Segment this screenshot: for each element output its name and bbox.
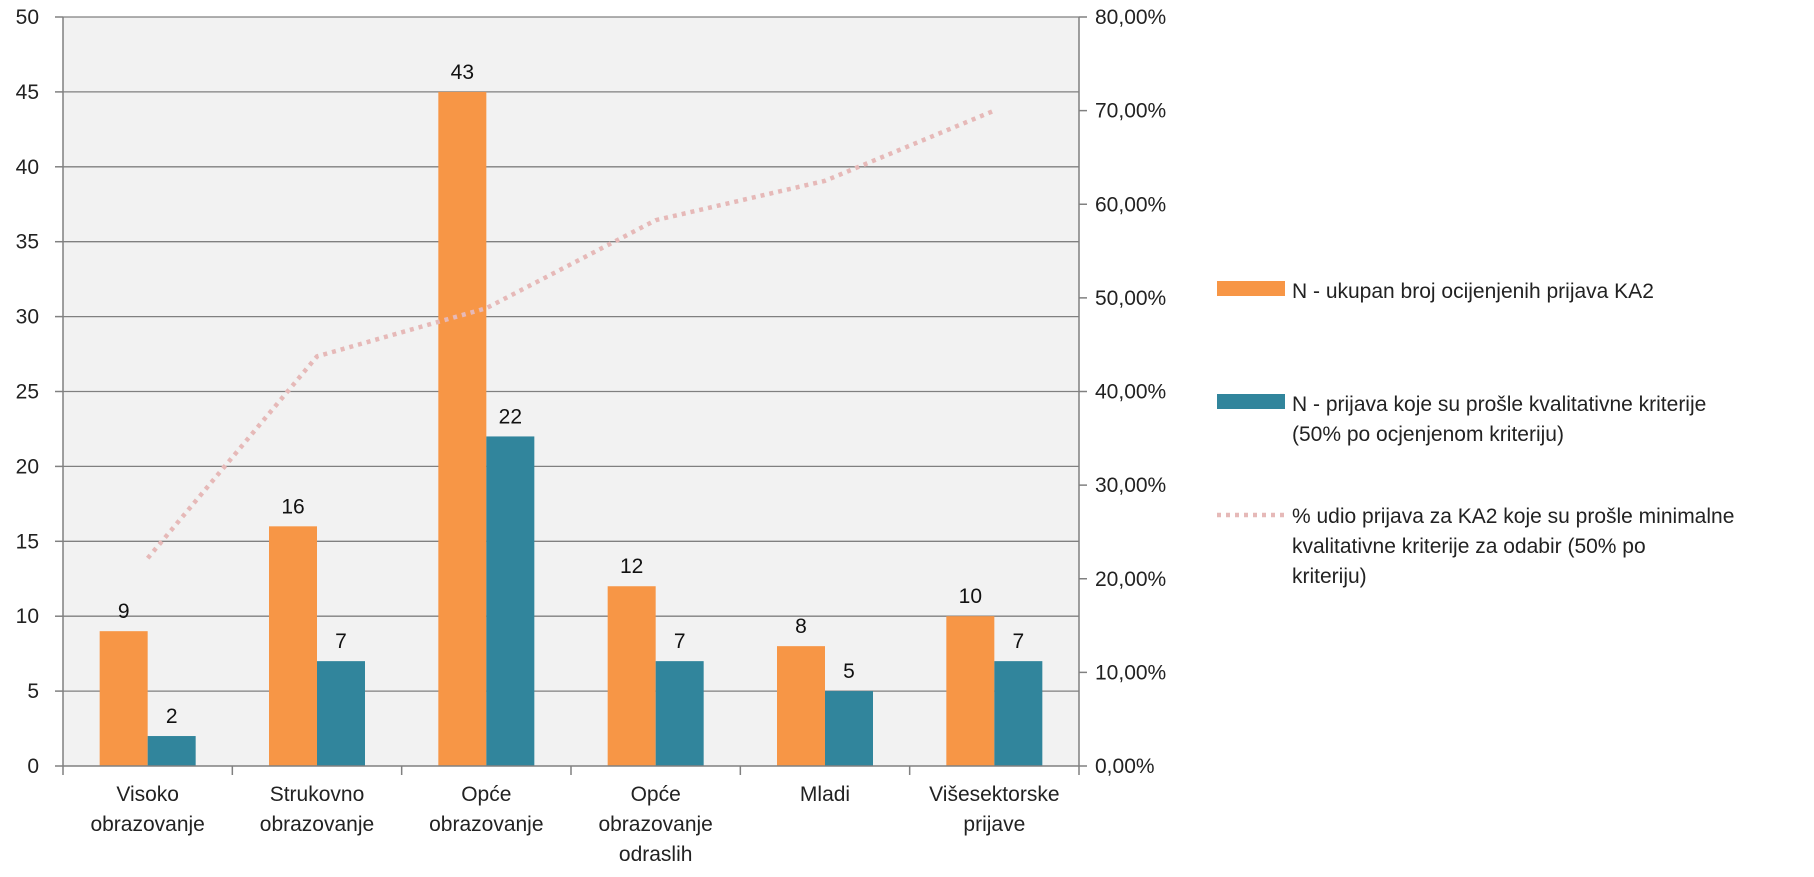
bar-passed-1 (317, 661, 365, 766)
left-tick-label: 45 (16, 81, 39, 104)
left-tick-label: 30 (16, 306, 39, 329)
legend-label-line: kriteriju) (1292, 565, 1367, 588)
category-label-line: obrazovanje (260, 813, 374, 836)
left-tick-label: 40 (16, 156, 39, 179)
right-tick-label: 10,00% (1095, 661, 1166, 684)
category-label-line: obrazovanje (90, 813, 204, 836)
data-labels: 9 2 16 7 43 22 12 7 8 5 10 7 (118, 61, 1024, 728)
legend-label-line: kvalitativne kriterije za odabir (50% po (1292, 535, 1646, 558)
legend: N - ukupan broj ocijenjenih prijava KA2 N… (1217, 280, 1734, 588)
right-tick-label: 0,00% (1095, 755, 1155, 778)
bar-data-label: 8 (795, 615, 807, 638)
bar-passed-5 (994, 661, 1043, 766)
bar-data-label: 12 (620, 555, 643, 578)
bar-total-0 (99, 631, 148, 766)
bars (99, 91, 1043, 766)
right-tick-label: 30,00% (1095, 474, 1166, 497)
category-label-line: Mladi (800, 783, 850, 806)
left-tick-label: 15 (16, 530, 39, 553)
legend-label-line: % udio prijava za KA2 koje su prošle min… (1292, 505, 1734, 528)
axes: 051015202530354045500,00%10,00%20,00%30,… (16, 6, 1167, 866)
bar-total-4 (777, 646, 825, 766)
legend-label-1: N - prijava koje su prošle kvalitativne … (1292, 393, 1706, 446)
category-label-line: odraslih (619, 843, 693, 866)
left-tick-label: 50 (16, 6, 39, 29)
category-label-4: Mladi (800, 783, 850, 806)
legend-swatch-1 (1217, 394, 1285, 409)
legend-label-line: (50% po ocjenjenom kriteriju) (1292, 423, 1564, 446)
legend-swatch-0 (1217, 281, 1285, 296)
right-tick-label: 40,00% (1095, 381, 1166, 404)
bar-total-3 (607, 586, 656, 766)
left-tick-label: 10 (16, 605, 39, 628)
category-label-line: Strukovno (270, 783, 365, 806)
bar-data-label: 7 (1012, 630, 1024, 653)
category-label-line: obrazovanje (429, 813, 543, 836)
left-tick-label: 20 (16, 455, 39, 478)
legend-label-0: N - ukupan broj ocijenjenih prijava KA2 (1292, 280, 1654, 303)
category-label-line: prijave (963, 813, 1025, 836)
bar-passed-2 (486, 436, 535, 766)
right-tick-label: 70,00% (1095, 100, 1166, 123)
left-tick-label: 35 (16, 231, 39, 254)
right-tick-label: 50,00% (1095, 287, 1166, 310)
legend-label-line: N - prijava koje su prošle kvalitativne … (1292, 393, 1706, 416)
category-label-line: Višesektorske (929, 783, 1059, 806)
gridlines (63, 16, 1079, 692)
bar-data-label: 16 (281, 495, 304, 518)
category-label-5: Višesektorske prijave (929, 783, 1059, 836)
bar-data-label: 10 (959, 585, 982, 608)
bar-passed-4 (825, 691, 873, 766)
bar-total-2 (438, 91, 487, 766)
bar-data-label: 43 (451, 61, 474, 84)
category-label-line: Visoko (116, 783, 179, 806)
bar-data-label: 22 (499, 405, 522, 428)
bar-data-label: 5 (843, 660, 855, 683)
bar-data-label: 7 (674, 630, 686, 653)
category-label-line: obrazovanje (598, 813, 712, 836)
bar-data-label: 9 (118, 600, 130, 623)
bar-data-label: 2 (166, 705, 178, 728)
category-label-1: Strukovno obrazovanje (260, 783, 374, 836)
percent-series-line (145, 108, 996, 560)
left-tick-label: 0 (27, 755, 39, 778)
category-label-line: Opće (631, 783, 681, 806)
left-tick-label: 25 (16, 381, 39, 404)
category-label-0: Visoko obrazovanje (90, 783, 204, 836)
bar-total-5 (946, 616, 995, 766)
right-tick-label: 20,00% (1095, 568, 1166, 591)
bar-total-1 (269, 526, 317, 766)
percentage-line (145, 108, 996, 560)
left-tick-label: 5 (27, 680, 39, 703)
right-tick-label: 80,00% (1095, 6, 1166, 29)
legend-label-line: N - ukupan broj ocijenjenih prijava KA2 (1292, 280, 1654, 303)
category-label-2: Opće obrazovanje (429, 783, 543, 836)
category-label-3: Opće obrazovanje odraslih (598, 783, 712, 866)
category-label-line: Opće (461, 783, 511, 806)
bar-data-label: 7 (335, 630, 347, 653)
right-tick-label: 60,00% (1095, 193, 1166, 216)
legend-label-2: % udio prijava za KA2 koje su prošle min… (1292, 505, 1734, 588)
bar-passed-0 (147, 736, 196, 766)
bar-passed-3 (655, 661, 704, 766)
